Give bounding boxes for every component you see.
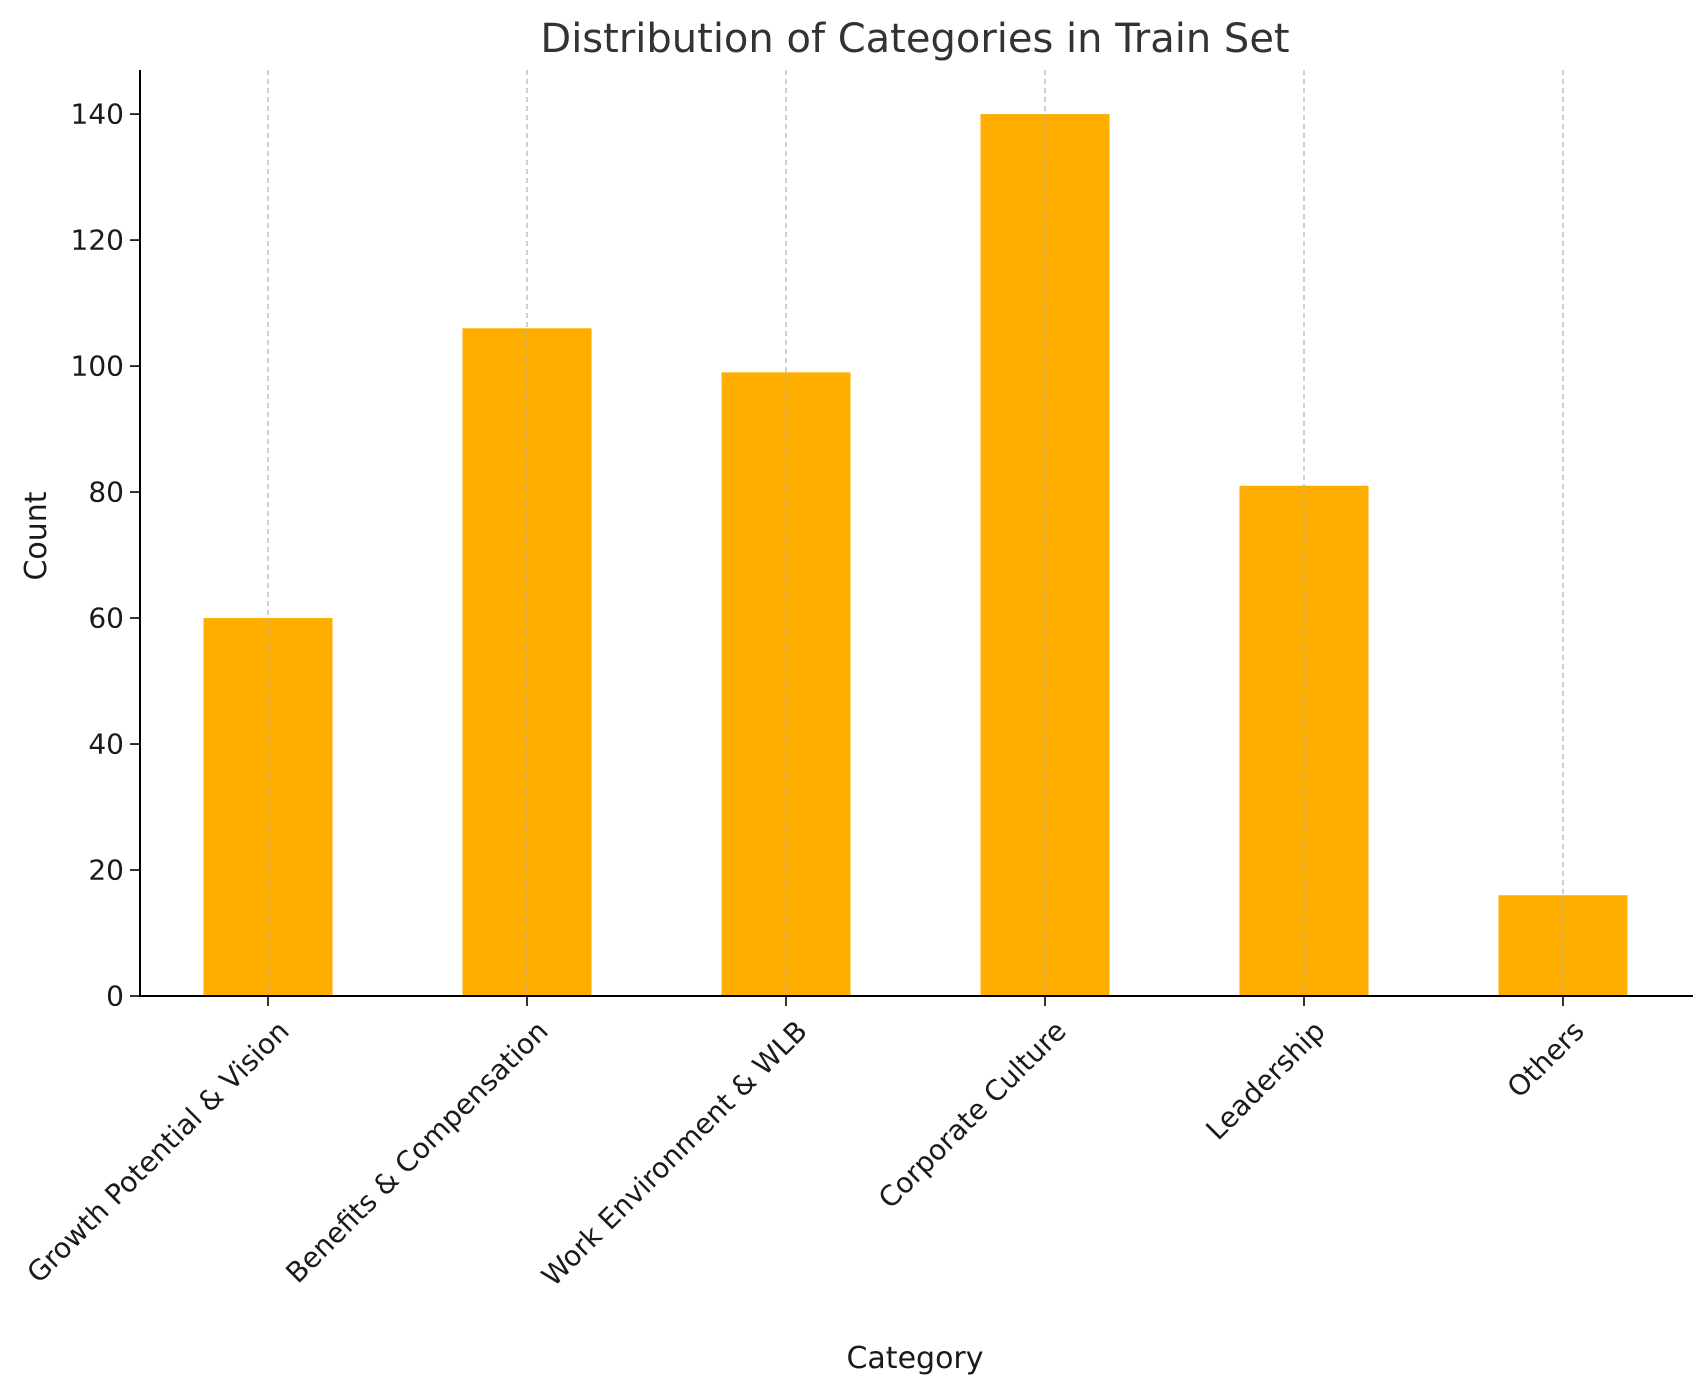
y-tick-label-0: 0 (106, 980, 124, 1013)
grid (267, 70, 1564, 996)
x-tick-label-growth-potential-vision: Growth Potential & Vision (21, 1014, 296, 1289)
x-axis-label: Category (846, 1341, 983, 1376)
y-tick-label-60: 60 (88, 602, 124, 635)
y-tick-label-40: 40 (88, 728, 124, 761)
x-tick-label-benefits-compensation: Benefits & Compensation (279, 1014, 554, 1289)
axes (139, 70, 1693, 997)
bar-benefits-compensation (462, 328, 592, 996)
x-tick-label-leadership: Leadership (1200, 1014, 1332, 1146)
y-tick-label-120: 120 (71, 224, 124, 257)
y-axis-label: Count (19, 491, 54, 580)
y-tick-label-100: 100 (71, 350, 124, 383)
y-ticks: 0 20 40 60 80 100 120 140 (71, 98, 140, 1013)
bars (203, 114, 1628, 997)
x-tick-label-others: Others (1501, 1014, 1591, 1104)
bar-growth-potential-vision (203, 618, 333, 996)
chart-title: Distribution of Categories in Train Set (540, 16, 1289, 62)
y-tick-label-20: 20 (88, 854, 124, 887)
x-tick-label-corporate-culture: Corporate Culture (872, 1014, 1073, 1215)
x-tick-label-work-environment-wlb: Work Environment & WLB (535, 1014, 813, 1292)
y-tick-label-140: 140 (71, 98, 124, 131)
y-tick-label-80: 80 (88, 476, 124, 509)
